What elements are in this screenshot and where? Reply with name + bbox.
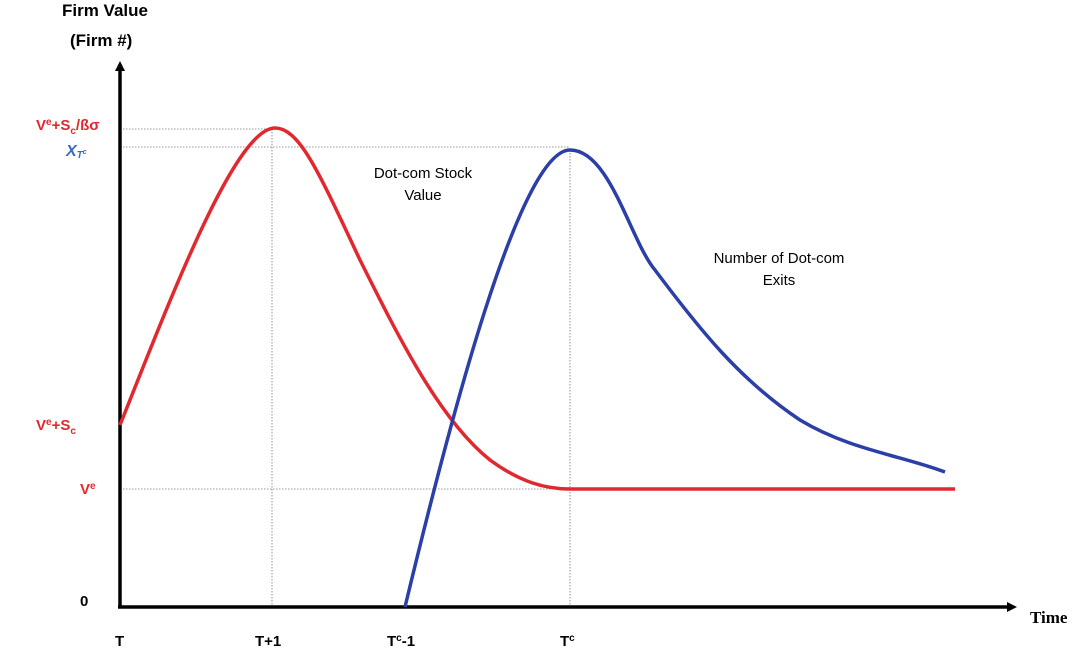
x-axis-title: Time	[1030, 608, 1068, 627]
x-label: T+1	[255, 633, 281, 650]
exits-curve	[403, 148, 946, 608]
guide-lines	[120, 128, 571, 607]
curve-label: Value	[404, 187, 441, 204]
y-axis-title: (Firm #)	[70, 31, 132, 50]
y-label: Ve	[80, 481, 96, 498]
curve-label: Dot-com Stock	[374, 165, 473, 182]
y-label: XTc	[65, 143, 87, 161]
y-label: Ve+Sc/ßσ	[36, 117, 100, 137]
x-label: T	[115, 633, 124, 650]
y-axis-title: Firm Value	[62, 1, 148, 20]
stock-value-curve	[118, 126, 955, 491]
curve-label: Exits	[763, 272, 796, 289]
x-label: Tc-1	[387, 633, 415, 650]
y-label: Ve+Sc	[36, 417, 76, 437]
curve-label: Number of Dot-com	[714, 250, 845, 267]
x-label: Tc	[560, 633, 575, 650]
y-label: 0	[80, 593, 88, 610]
